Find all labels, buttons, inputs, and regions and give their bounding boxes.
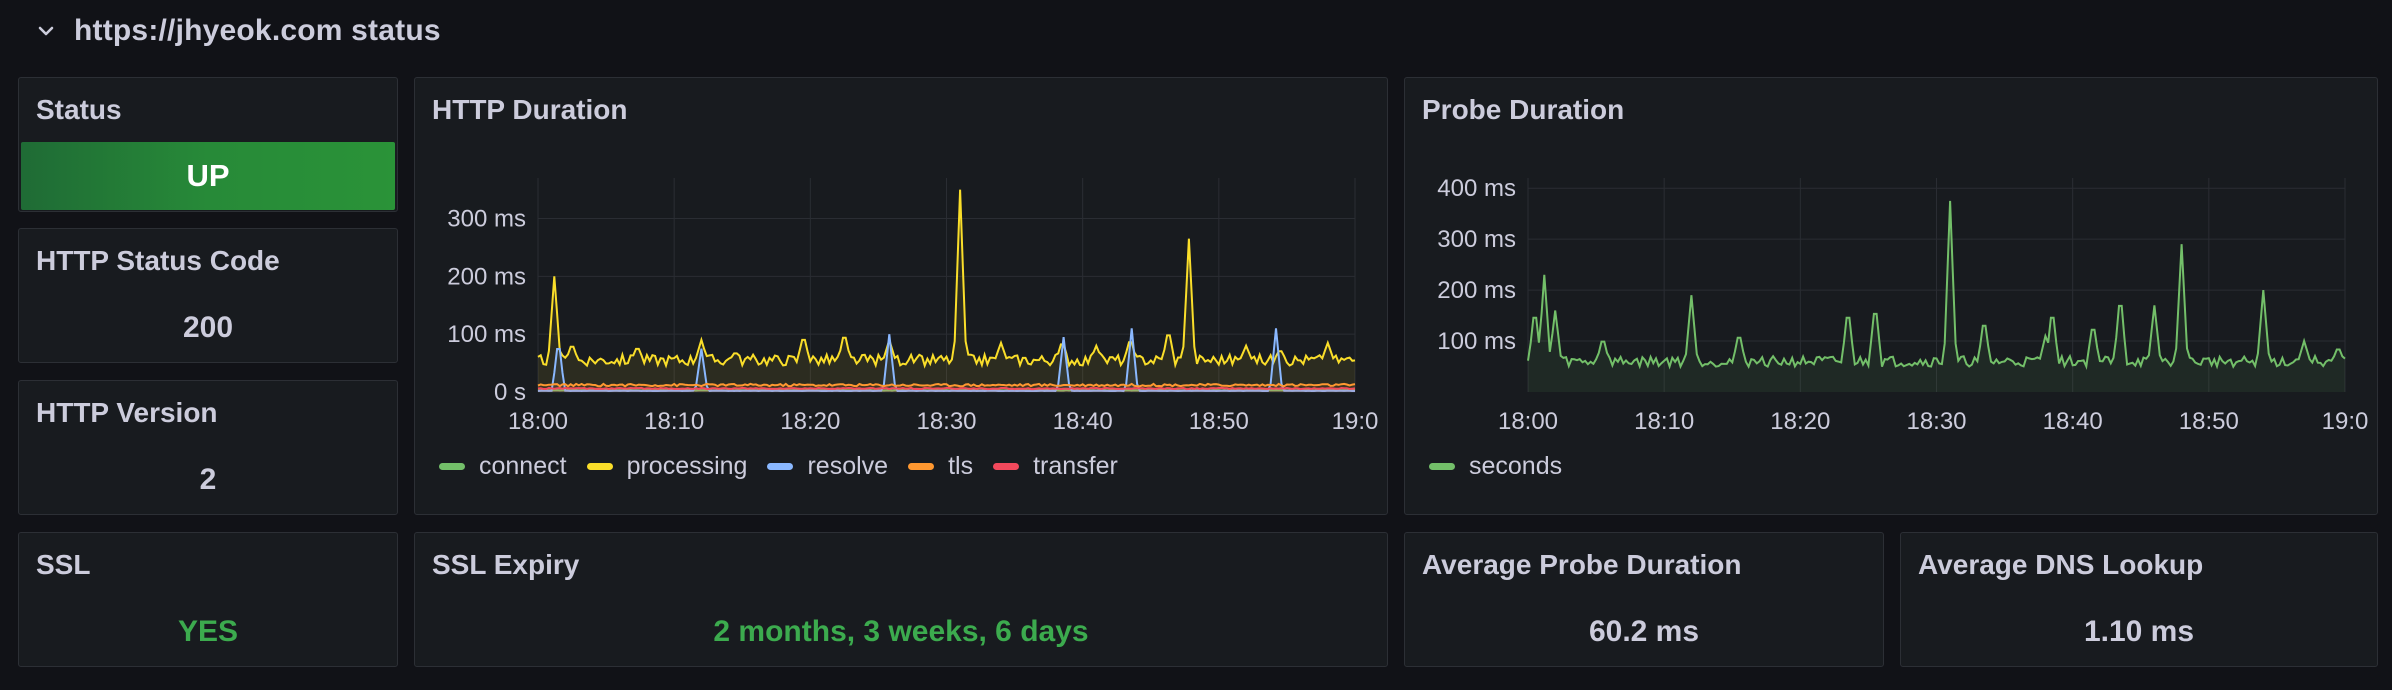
x-tick-label: 18:30 [1906,408,1966,435]
y-tick-label: 200 ms [447,263,526,290]
legend-item-connect[interactable]: connect [439,452,567,481]
series-line-tls [537,382,1356,388]
http-duration-legend: connect processing resolve tls transfer [439,452,1118,481]
probe-duration-chart[interactable]: 18:00 18:10 18:20 18:30 18:40 18:50 19:0 100 ms… [1405,78,2377,514]
y-tick-label: 400 ms [1437,175,1516,202]
legend-item-processing[interactable]: processing [586,452,748,481]
legend-swatch [439,463,465,470]
http-version-value: 2 [199,463,217,496]
legend-item-transfer[interactable]: transfer [993,452,1118,481]
series-line-resolve [537,328,1355,393]
legend-item-seconds[interactable]: seconds [1429,452,1562,481]
avg-dns-lookup-panel[interactable]: Average DNS Lookup 1.10 ms [1900,532,2378,667]
y-tick-label: 200 ms [1437,277,1516,304]
x-tick-label: 18:10 [644,408,704,435]
x-tick-label: 18:40 [1053,408,1113,435]
panel-title: Probe Duration [1422,94,1625,125]
y-tick-label: 300 ms [447,205,526,232]
legend-label: connect [479,452,567,480]
ssl-expiry-panel[interactable]: SSL Expiry 2 months, 3 weeks, 6 days [414,532,1388,667]
avg-probe-duration-panel[interactable]: Average Probe Duration 60.2 ms [1404,532,1884,667]
legend-swatch [1429,463,1455,470]
y-tick-label: 100 ms [447,321,526,348]
x-tick-label: 18:30 [916,408,976,435]
x-tick-label: 18:00 [508,408,568,435]
legend-label: seconds [1469,452,1563,480]
y-tick-label: 100 ms [1437,328,1516,355]
status-panel[interactable]: Status UP [18,77,398,212]
probe-duration-panel[interactable]: Probe Duration 18:00 18:10 18:20 18:30 18:40… [1404,77,2378,515]
x-tick-label: 19:0 [1332,408,1379,435]
legend-label: processing [626,452,748,480]
x-tick-label: 19:0 [2322,408,2369,435]
x-tick-label: 18:40 [2043,408,2103,435]
legend-item-resolve[interactable]: resolve [767,452,888,481]
row-title: https://jhyeok.com status [74,14,441,47]
legend-swatch [993,463,1020,470]
x-tick-label: 18:10 [1634,408,1694,435]
legend-label: tls [948,452,974,480]
legend-label: transfer [1033,452,1118,480]
panel-title: SSL Expiry [432,549,580,580]
legend-item-tls[interactable]: tls [908,452,973,481]
x-tick-label: 18:50 [1189,408,1249,435]
panel-title: HTTP Duration [432,94,628,125]
legend-label: resolve [807,452,889,480]
chevron-down-icon[interactable] [36,21,56,41]
row-header[interactable]: https://jhyeok.com status [36,10,441,52]
y-tick-label: 0 s [494,379,526,406]
legend-swatch [908,463,935,470]
series-line-processing [537,189,1356,369]
x-tick-label: 18:20 [780,408,840,435]
http-version-panel[interactable]: HTTP Version 2 [18,380,398,515]
panel-title: Average Probe Duration [1422,549,1742,580]
status-value: UP [21,142,395,210]
ssl-value: YES [177,615,239,648]
x-tick-label: 18:50 [2179,408,2239,435]
panel-title: HTTP Status Code [36,245,280,276]
series-line-transfer [537,386,1356,391]
panel-title: HTTP Version [36,397,218,428]
ssl-panel[interactable]: SSL YES [18,532,398,667]
avg-probe-duration-value: 60.2 ms [1588,615,1700,648]
series-line-seconds [1527,200,2346,370]
series-area-processing [538,189,1355,392]
panel-title: Status [36,94,122,125]
ssl-expiry-value: 2 months, 3 weeks, 6 days [713,615,1089,648]
http-status-code-value: 200 [182,311,234,344]
http-status-code-panel[interactable]: HTTP Status Code 200 [18,228,398,363]
legend-swatch [767,463,794,470]
legend-swatch [586,463,613,470]
x-tick-label: 18:20 [1770,408,1830,435]
panel-title: SSL [36,549,91,580]
http-duration-panel[interactable]: HTTP Duration 18:00 18:10 18:20 18:30 18:40 1… [414,77,1388,515]
x-tick-label: 18:00 [1498,408,1558,435]
y-tick-label: 300 ms [1437,226,1516,253]
probe-duration-legend: seconds [1429,452,1562,481]
http-duration-chart[interactable]: 18:00 18:10 18:20 18:30 18:40 18:50 19:0 0 s 100… [415,78,1387,514]
panel-title: Average DNS Lookup [1918,549,2204,580]
avg-dns-lookup-value: 1.10 ms [2083,615,2195,648]
